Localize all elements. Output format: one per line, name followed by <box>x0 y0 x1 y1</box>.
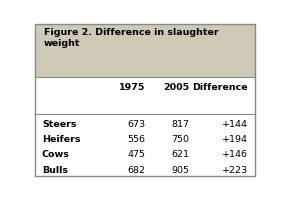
Text: Cows: Cows <box>42 150 70 159</box>
Polygon shape <box>35 24 255 77</box>
Text: 475: 475 <box>127 150 145 159</box>
Text: +223: +223 <box>222 166 248 175</box>
Text: Bulls: Bulls <box>42 166 68 175</box>
Text: 2005: 2005 <box>163 83 189 92</box>
Text: 556: 556 <box>127 135 145 144</box>
Text: 673: 673 <box>127 120 145 129</box>
Text: 682: 682 <box>127 166 145 175</box>
Text: 905: 905 <box>171 166 189 175</box>
Text: +194: +194 <box>222 135 248 144</box>
Text: Steers: Steers <box>42 120 76 129</box>
Text: 1975: 1975 <box>119 83 145 92</box>
Text: 817: 817 <box>171 120 189 129</box>
Text: 621: 621 <box>171 150 189 159</box>
Text: Heifers: Heifers <box>42 135 80 144</box>
Text: +146: +146 <box>222 150 248 159</box>
Text: Figure 2. Difference in slaughter
weight: Figure 2. Difference in slaughter weight <box>44 28 219 48</box>
Text: 750: 750 <box>171 135 189 144</box>
Text: Difference: Difference <box>192 83 248 92</box>
Text: +144: +144 <box>222 120 248 129</box>
